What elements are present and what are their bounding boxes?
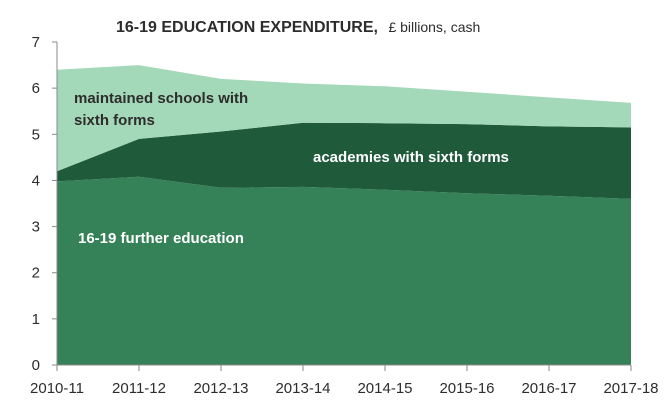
area-label-line: academies with sixth forms <box>313 149 509 166</box>
x-tick-label: 2011-12 <box>112 380 166 397</box>
area-series-2 <box>57 122 631 199</box>
x-tick-label: 2016-17 <box>521 380 576 397</box>
chart-subtitle: £ billions, cash <box>388 19 480 35</box>
y-tick-label: 4 <box>32 172 40 189</box>
y-tick-label: 3 <box>32 219 40 236</box>
y-tick-label: 5 <box>32 126 40 143</box>
y-tick-label: 7 <box>32 34 40 51</box>
area-series-3 <box>57 65 631 172</box>
x-tick-label: 2014-15 <box>357 380 412 397</box>
y-tick-label: 1 <box>32 311 40 328</box>
area-label-series-1: 16-19 further education <box>78 230 244 247</box>
axes-layer <box>56 42 631 366</box>
y-ticks: 0 1 2 3 4 5 6 7 <box>32 34 57 374</box>
y-tick-label: 6 <box>32 80 40 97</box>
area-labels: 16-19 further education academies with si… <box>74 90 509 247</box>
area-label-line: maintained schools with <box>74 90 248 107</box>
x-tick-label: 2015-16 <box>439 380 494 397</box>
x-tick-label: 2010-11 <box>30 380 84 397</box>
area-label-series-3: maintained schools with sixth forms <box>74 90 248 129</box>
area-label-series-2: academies with sixth forms <box>313 149 509 166</box>
area-label-line: 16-19 further education <box>78 230 244 247</box>
area-label-line: sixth forms <box>74 112 155 129</box>
y-tick-label: 2 <box>32 265 40 282</box>
chart-title: 16-19 EDUCATION EXPENDITURE, £ billions,… <box>116 19 480 36</box>
y-tick-label: 0 <box>32 357 40 374</box>
areas-layer <box>57 65 631 365</box>
x-ticks: 2010-11 2011-12 2012-13 2013-14 2014-15 2015-… <box>30 365 659 397</box>
chart-title-main: 16-19 EDUCATION EXPENDITURE, <box>116 19 378 36</box>
x-tick-label: 2017-18 <box>603 380 658 397</box>
area-series-1 <box>57 176 631 365</box>
x-tick-label: 2012-13 <box>193 380 248 397</box>
x-tick-label: 2013-14 <box>275 380 330 397</box>
